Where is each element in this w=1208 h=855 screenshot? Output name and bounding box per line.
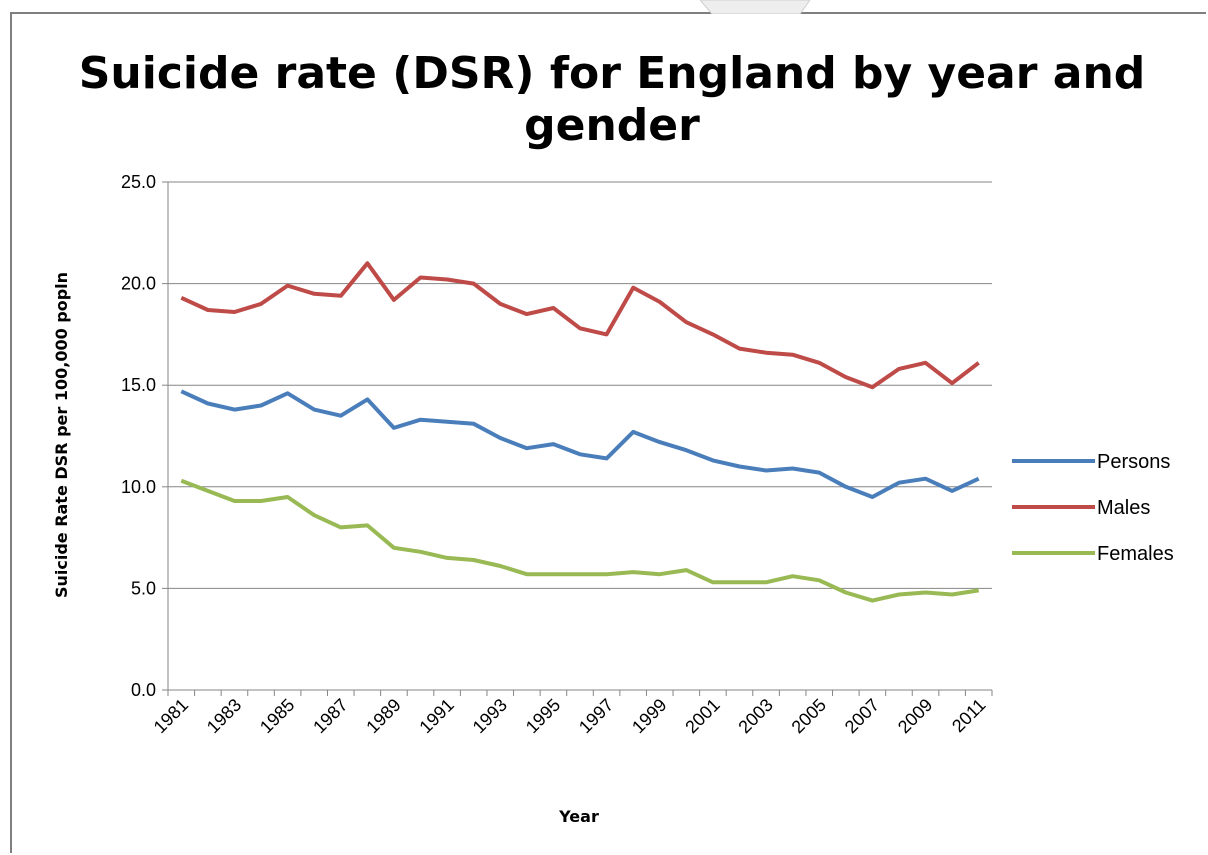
y-tick-label: 0.0 xyxy=(131,680,156,700)
series-lines xyxy=(180,261,980,603)
series-line-persons xyxy=(180,389,980,499)
gridlines xyxy=(167,181,992,691)
x-tick-label: 1983 xyxy=(203,695,245,737)
x-tick-label: 1995 xyxy=(522,695,564,737)
y-tick-label: 10.0 xyxy=(121,477,156,497)
x-tick-label: 1985 xyxy=(256,695,298,737)
y-axis-title: Suicide Rate DSR per 100,000 popln xyxy=(52,272,71,598)
x-axis-ticks: 1981 1983 1985 1987 1989 1991 1993 1995 1997 1999… xyxy=(150,690,993,737)
legend-label-persons: Persons xyxy=(1097,451,1170,473)
x-tick-label: 2007 xyxy=(841,695,883,737)
x-axis-title: Year xyxy=(558,807,599,826)
y-axis-ticks: 0.0 5.0 10.0 15.0 20.0 25.0 xyxy=(121,172,168,700)
legend-label-females: Females xyxy=(1097,543,1174,565)
x-tick-label: 1993 xyxy=(469,695,511,737)
x-tick-label: 1987 xyxy=(309,695,351,737)
x-tick-label: 2009 xyxy=(894,695,936,737)
y-tick-label: 15.0 xyxy=(121,375,156,395)
legend: Persons Males Females xyxy=(1012,451,1174,565)
x-tick-label: 1981 xyxy=(150,695,192,737)
x-tick-label: 2005 xyxy=(788,695,830,737)
series-line-males xyxy=(180,261,980,390)
chart-frame xyxy=(10,12,1206,853)
y-tick-label: 5.0 xyxy=(131,578,156,598)
x-tick-label: 2003 xyxy=(734,695,776,737)
legend-label-males: Males xyxy=(1097,497,1150,519)
y-tick-label: 25.0 xyxy=(121,172,156,192)
x-tick-label: 1989 xyxy=(362,695,404,737)
x-tick-label: 2011 xyxy=(948,695,990,737)
chart-title-line1: Suicide rate (DSR) for England by year a… xyxy=(79,48,1146,99)
x-tick-label: 1997 xyxy=(575,695,617,737)
x-tick-label: 1991 xyxy=(415,695,457,737)
decorative-tab-graphic xyxy=(700,0,810,14)
x-tick-label: 2001 xyxy=(681,695,723,737)
series-line-females xyxy=(180,478,980,603)
x-tick-label: 1999 xyxy=(628,695,670,737)
y-tick-label: 20.0 xyxy=(121,274,156,294)
chart-title-line2: gender xyxy=(524,100,700,151)
